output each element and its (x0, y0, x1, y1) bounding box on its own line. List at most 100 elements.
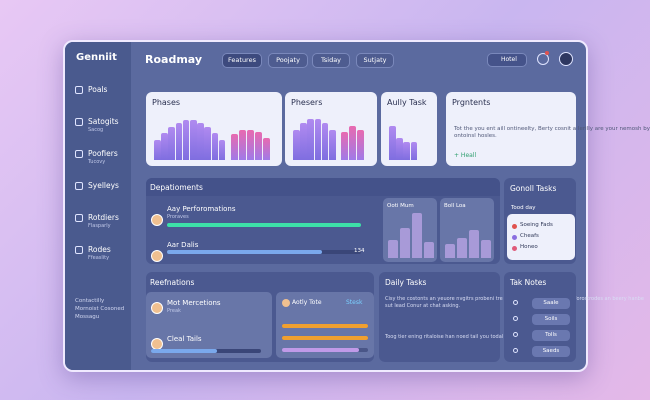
tab-label[interactable]: Features (228, 56, 256, 64)
sub-title: Ooti Mum (387, 203, 414, 209)
avatar (559, 52, 573, 66)
tab[interactable] (356, 53, 394, 68)
tab-label[interactable]: Poojaty (276, 56, 300, 64)
bar (424, 242, 434, 258)
logo: Genniit (76, 52, 117, 63)
row-sub: Preak (167, 308, 181, 314)
nav-sub: Flasparly (88, 223, 111, 229)
sidebar (65, 42, 131, 370)
sidebar-footer: Mossagu (75, 314, 100, 320)
note-chip (532, 314, 570, 325)
nav-label: Rodes (88, 245, 111, 254)
task-label: Soeing Fads (520, 222, 553, 228)
panel-header (146, 178, 500, 196)
dot (512, 224, 517, 229)
note-label: Tolls (545, 332, 557, 338)
panel-title: Depatioments (150, 183, 203, 192)
bar (410, 142, 418, 160)
bar (388, 240, 398, 258)
card-title: Prgntents (452, 98, 491, 107)
bar (247, 130, 254, 160)
panel-title: Reefnations (150, 278, 195, 287)
row-label: Aay Perforomations (167, 205, 236, 213)
bar (255, 132, 262, 160)
progress (167, 250, 323, 254)
bar (329, 130, 336, 160)
nav-icon (75, 246, 83, 254)
bar (396, 138, 403, 160)
sidebar-footer: Contactilly (75, 298, 105, 304)
card (446, 92, 576, 166)
nav-icon (75, 86, 83, 94)
tab-label[interactable]: Sutjaty (363, 56, 387, 64)
avatar (282, 299, 290, 307)
nav-label: Satogits (88, 117, 119, 126)
bar (211, 133, 219, 160)
tab-label[interactable]: Tsiday (320, 56, 342, 64)
bar (175, 123, 183, 160)
bar (231, 134, 238, 160)
note-chip (532, 298, 570, 309)
nav-icon (75, 182, 83, 190)
radio (513, 332, 518, 337)
bar (357, 130, 364, 160)
button-label[interactable]: Hotel (501, 56, 517, 63)
note-label: Soils (544, 316, 558, 322)
bar (168, 127, 175, 160)
avatar (151, 302, 163, 314)
bar (389, 126, 396, 160)
bar (321, 123, 329, 160)
progress (167, 223, 361, 227)
panel-title: Tak Notes (510, 278, 547, 287)
nav-label: Syelleys (88, 181, 119, 190)
progress (151, 349, 217, 353)
bar (293, 130, 300, 160)
avatar (151, 250, 163, 262)
bar (300, 123, 307, 160)
row-sub: Proraves (167, 214, 189, 220)
nav-icon (75, 214, 83, 222)
progress (282, 348, 360, 352)
nav-label: Poofiers (88, 149, 118, 158)
bar (349, 126, 356, 160)
card-title: Tood day (511, 205, 536, 211)
radio (513, 300, 518, 305)
sidebar-footer: Mornoist Cosoned (75, 306, 125, 312)
bar (204, 127, 211, 160)
dot (512, 235, 517, 240)
sub-panel (146, 292, 272, 358)
tab[interactable] (312, 53, 350, 68)
link: Stesk (346, 299, 363, 306)
button[interactable] (487, 53, 527, 67)
tab[interactable] (222, 53, 262, 68)
bar (307, 119, 314, 160)
bar (412, 213, 422, 258)
bar (218, 140, 226, 160)
panel (379, 272, 500, 362)
bar (469, 230, 479, 258)
dot (512, 246, 517, 251)
bar (154, 140, 161, 160)
card-title: Phases (152, 98, 181, 107)
page-title: Roadmay (145, 53, 203, 66)
note-chip (532, 346, 570, 357)
radio (513, 348, 518, 353)
note-chip (532, 330, 570, 341)
bar (182, 120, 190, 160)
card-text: Tot the you ent aill ontineelty, Berty c… (454, 126, 650, 139)
bar (481, 240, 491, 258)
progress (282, 324, 368, 328)
bar (161, 133, 168, 160)
row-label: Aar Dalis (167, 241, 199, 249)
bar (445, 244, 455, 258)
panel-title: Gonoll Tasks (510, 184, 557, 193)
badge (545, 51, 549, 55)
note-label: Saale (543, 300, 559, 306)
nav-label: Poals (88, 85, 108, 94)
nav-sub: Ffeaslity (88, 255, 110, 261)
tab[interactable] (268, 53, 308, 68)
nav-sub: Sacog (88, 127, 104, 133)
card (507, 214, 575, 260)
task-label: Honeo (520, 244, 538, 250)
